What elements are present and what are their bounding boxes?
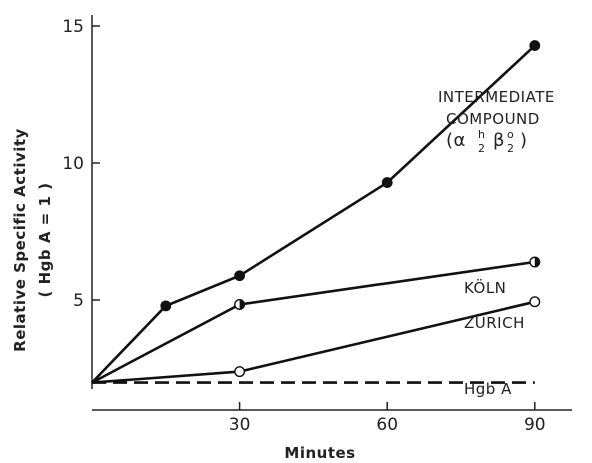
x-axis-title: Minutes [284,444,355,462]
x-tick-label: 30 [229,415,251,435]
y-tick-label: 5 [73,291,84,311]
label-intermediate-line2: COMPOUND [446,110,540,128]
x-tick-label: 90 [524,415,546,435]
y-tick-label: 15 [62,17,84,37]
point-marker-half [534,257,540,267]
point-marker-half [239,299,245,310]
y-axis-title: Relative Specific Activity [11,128,29,352]
point-marker [529,40,541,51]
label-intermediate-line1: INTERMEDIATE [438,88,555,106]
label-hgb-a: Hgb A [464,380,512,398]
point-marker [529,296,541,308]
point-marker [234,270,246,282]
point-marker [234,366,246,378]
tick-group: 51015306090120 [62,17,546,435]
formula-open: (α [446,130,466,151]
formula-close: ) [520,130,528,151]
formula-sub1: 2 [478,142,486,155]
x-tick-label: 60 [376,415,398,435]
formula-beta: β [493,130,505,151]
series-markers [160,40,541,378]
y-axis-subtitle: ( Hgb A = 1 ) [36,183,54,298]
label-intermediate-formula: (α h 2 β o 2 ) [446,128,528,155]
formula-sup2: o [507,128,514,141]
formula-sup1: h [478,128,485,141]
label-zurich: ZURICH [464,314,525,332]
formula-sub2: 2 [507,142,515,155]
point-marker [160,300,172,312]
point-marker [381,177,393,188]
label-koln: KÖLN [464,278,506,297]
y-tick-label: 10 [62,154,84,174]
